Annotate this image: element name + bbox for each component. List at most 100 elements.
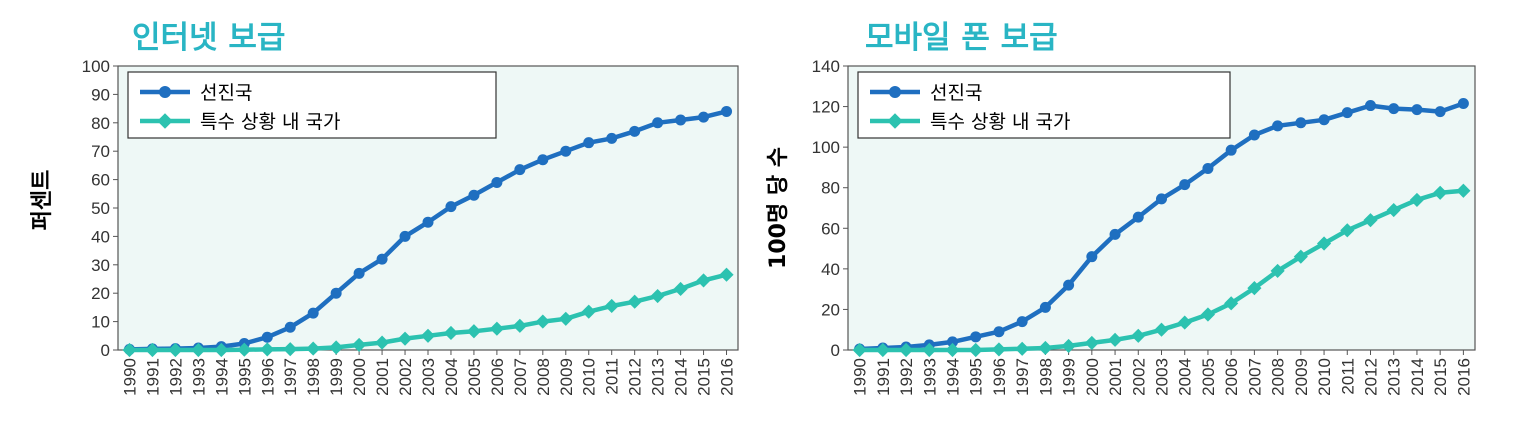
x-tick-label: 2010 — [1315, 358, 1334, 396]
x-tick-label: 2011 — [603, 358, 622, 395]
x-tick-label: 1993 — [920, 358, 939, 396]
data-point — [1224, 296, 1239, 311]
data-point — [1179, 179, 1191, 191]
x-tick-label: 2000 — [1083, 358, 1102, 396]
data-point — [1063, 279, 1075, 291]
y-tick-label: 30 — [91, 256, 110, 275]
data-point — [1456, 183, 1471, 198]
x-tick-label: 1990 — [120, 358, 139, 396]
y-tick-label: 80 — [821, 179, 840, 198]
data-point — [397, 331, 413, 346]
x-tick-label: 2004 — [442, 358, 461, 396]
data-point — [1156, 193, 1167, 205]
data-point — [875, 342, 890, 358]
data-point — [627, 294, 642, 309]
data-point — [352, 337, 367, 352]
x-tick-label: 1991 — [874, 358, 893, 396]
x-tick-label: 1995 — [967, 358, 986, 396]
data-point — [1270, 263, 1285, 278]
data-point — [468, 189, 480, 201]
data-point — [1365, 100, 1376, 112]
data-point — [1154, 322, 1169, 337]
x-tick-label: 1995 — [235, 358, 254, 396]
x-tick-label: 1996 — [258, 358, 277, 396]
y-tick-label: 50 — [91, 199, 110, 218]
legend-label: 특수 상황 내 국가 — [930, 111, 1070, 133]
y-tick-label: 80 — [91, 114, 110, 133]
data-point — [353, 267, 365, 279]
x-tick-label: 1993 — [189, 358, 208, 396]
data-point — [673, 281, 688, 297]
data-point — [329, 340, 344, 355]
y-tick-label: 20 — [821, 300, 840, 319]
data-point — [1388, 103, 1400, 115]
data-point — [443, 325, 459, 341]
data-point — [698, 111, 710, 123]
chart-title-internet: 인터넷 보급 — [132, 20, 286, 56]
x-tick-label: 2016 — [1454, 358, 1473, 396]
legend-label: 선진국 — [200, 82, 252, 104]
data-point — [993, 326, 1005, 338]
data-point — [970, 331, 982, 343]
data-point — [560, 145, 572, 157]
x-tick-label: 2005 — [1199, 358, 1218, 396]
x-tick-label: 2010 — [580, 358, 599, 396]
data-point — [558, 311, 573, 326]
x-tick-label: 2012 — [1362, 358, 1381, 396]
x-tick-label: 2009 — [1292, 358, 1311, 396]
data-point — [306, 341, 321, 356]
y-tick-label: 60 — [91, 171, 110, 190]
x-tick-label: 2003 — [1153, 358, 1172, 396]
data-point — [1016, 316, 1028, 328]
x-tick-label: 2015 — [1431, 358, 1450, 396]
y-tick-label: 0 — [831, 341, 840, 360]
data-point — [1109, 228, 1121, 240]
series-fragile — [122, 267, 734, 358]
data-point — [284, 321, 296, 333]
data-point — [237, 342, 252, 357]
data-point — [1433, 185, 1448, 200]
data-point — [1177, 315, 1192, 330]
data-point — [445, 201, 457, 213]
data-point — [489, 321, 504, 336]
series-fragile — [852, 183, 1471, 358]
data-point — [652, 117, 664, 129]
data-point — [675, 114, 687, 126]
x-tick-label: 2016 — [718, 358, 737, 396]
data-point — [1202, 162, 1214, 174]
data-point — [1434, 106, 1446, 118]
data-point — [721, 105, 733, 117]
x-tick-label: 2001 — [1106, 358, 1125, 396]
data-point — [1248, 129, 1260, 141]
data-point — [1318, 114, 1330, 126]
data-point — [945, 342, 960, 358]
data-point — [214, 342, 229, 358]
x-tick-label: 1992 — [897, 358, 916, 396]
x-tick-label: 1998 — [304, 358, 323, 396]
data-point — [1225, 144, 1237, 156]
data-point — [1293, 249, 1308, 264]
x-tick-label: 2000 — [350, 358, 369, 396]
data-point — [512, 318, 527, 333]
data-point — [852, 342, 867, 358]
data-point — [1132, 211, 1144, 223]
x-tick-label: 2007 — [511, 358, 530, 396]
data-point — [968, 342, 983, 358]
data-point — [422, 216, 434, 228]
x-tick-label: 2013 — [1385, 358, 1404, 396]
y-tick-label: 140 — [812, 57, 840, 76]
data-point — [898, 342, 914, 358]
legend-swatch-marker — [157, 113, 173, 129]
legend-box — [127, 71, 497, 139]
data-point — [307, 307, 319, 319]
y-tick-label: 20 — [91, 284, 110, 303]
data-point — [1038, 340, 1053, 356]
x-tick-label: 2015 — [695, 358, 714, 396]
data-point — [650, 288, 665, 304]
legend-label: 특수 상황 내 국가 — [200, 111, 340, 133]
x-tick-label: 1997 — [1013, 358, 1032, 396]
x-tick-label: 1994 — [944, 358, 963, 396]
